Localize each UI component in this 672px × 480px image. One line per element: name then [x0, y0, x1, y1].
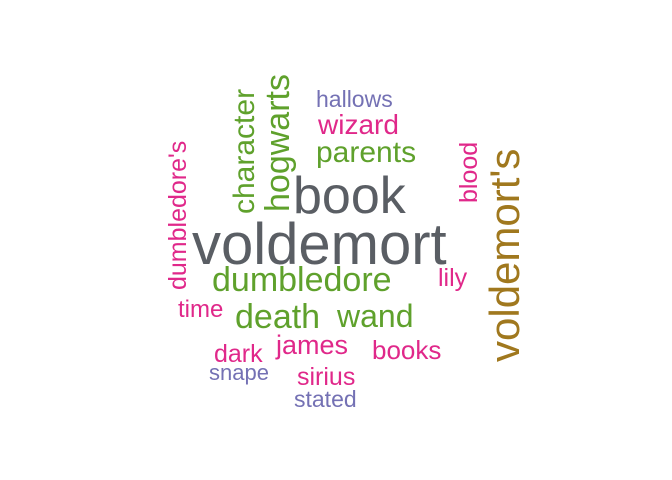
- word-james: james: [276, 330, 349, 360]
- word-hallows: hallows: [316, 86, 393, 112]
- word-lily: lily: [438, 264, 468, 292]
- word-hogwarts: hogwarts: [259, 74, 297, 212]
- word-stated: stated: [294, 386, 357, 412]
- word-time: time: [178, 296, 224, 323]
- word-snape: snape: [209, 360, 269, 385]
- word-parents: parents: [316, 136, 417, 169]
- word-wizard: wizard: [318, 109, 399, 140]
- word-book: book: [293, 167, 406, 225]
- word-blood: blood: [455, 141, 483, 203]
- word-dark: dark: [214, 340, 263, 368]
- word-books: books: [372, 335, 442, 365]
- word-character: character: [228, 88, 261, 214]
- word-voldemorts: voldemort's: [481, 148, 528, 362]
- word-voldemort: voldemort: [192, 212, 447, 277]
- word-dumbledores: dumbledore's: [164, 140, 192, 290]
- word-death: death: [235, 298, 321, 336]
- word-sirius: sirius: [297, 363, 356, 391]
- word-dumbledore: dumbledore: [212, 261, 392, 299]
- word-wand: wand: [337, 298, 414, 334]
